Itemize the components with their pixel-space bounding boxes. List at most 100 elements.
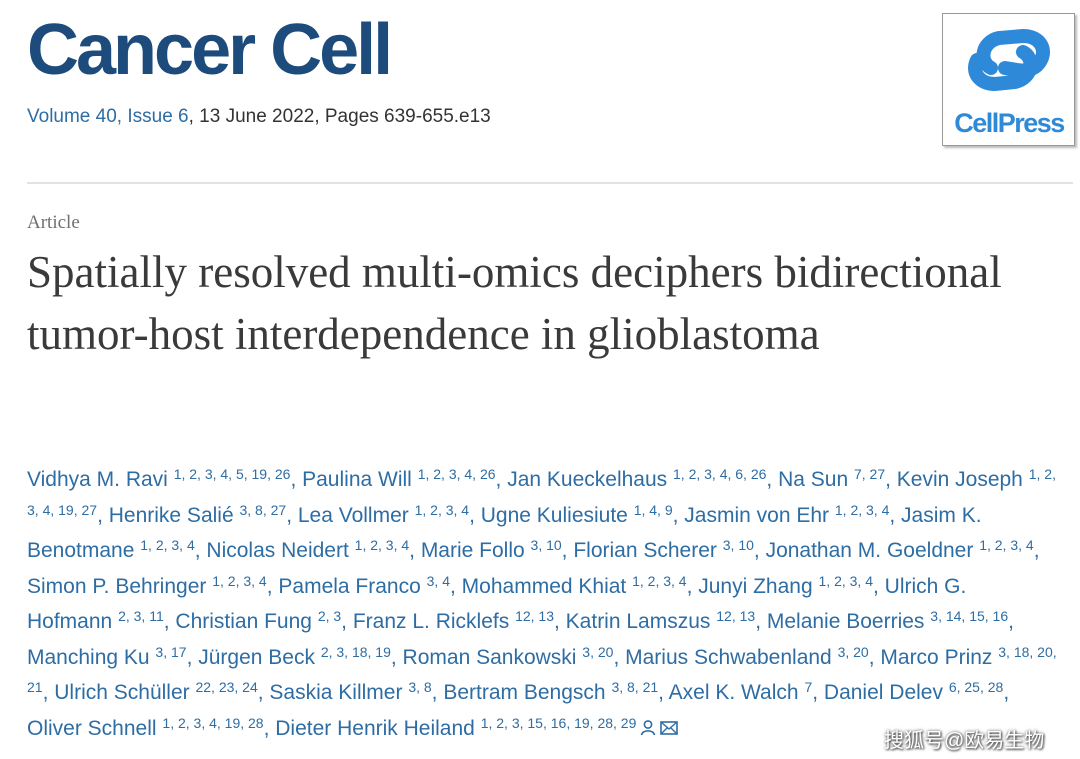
person-icon[interactable] [641,729,656,735]
author-affiliations[interactable]: 1, 2, 3, 4, 19, 27 [27,466,1056,518]
author-affiliations[interactable]: 6, 25, 28 [948,679,1004,695]
author-name[interactable]: Florian Scherer [573,539,717,562]
author-affiliations[interactable]: 2, 3, 18, 19 [320,643,391,660]
author-name[interactable]: Ugne Kuliesiute [480,503,628,527]
author-affiliations[interactable]: 1, 2, 3, 4 [834,501,890,518]
author-name[interactable]: Na Sun [778,468,849,491]
author-name[interactable]: Paulina Will [302,468,412,491]
author-separator: , [163,610,176,633]
author-affiliations[interactable]: 3, 8, 27 [239,501,287,518]
author-name[interactable]: Junyi Zhang [698,574,813,598]
author-separator: , [812,681,824,704]
author-affiliations[interactable]: 3, 10 [722,537,754,553]
volume-issue-link[interactable]: Volume 40, Issue 6 [27,106,189,127]
author-name[interactable]: Jonathan M. Goeldner [765,539,974,562]
author-affiliations[interactable]: 3, 8, 21 [611,679,659,695]
author-name[interactable]: Marie Follo [420,539,525,562]
author-name[interactable]: Lea Vollmer [297,503,409,527]
author-affiliations[interactable]: 1, 2, 3, 4, 5, 19, 26 [173,466,291,482]
author-affiliations[interactable]: 3, 8 [408,679,432,695]
author-name[interactable]: Pamela Franco [278,574,421,598]
author-affiliations[interactable]: 1, 2, 3, 4 [632,572,687,589]
author-separator: , [672,503,685,527]
author-affiliations[interactable]: 7 [804,679,813,695]
author-separator: , [409,539,421,562]
author-affiliations[interactable]: 1, 2, 3, 4, 26 [417,466,496,482]
author-name[interactable]: Oliver Schnell [27,716,157,740]
author-affiliations[interactable]: 2, 3, 11 [118,608,164,624]
author-separator: , [42,681,55,704]
author-name[interactable]: Dieter Henrik Heiland [275,716,475,740]
article-title: Spatially resolved multi-omics deciphers… [27,247,1002,359]
person-icon[interactable] [643,719,653,729]
author-affiliations[interactable]: 3, 14, 15, 16 [930,608,1009,624]
author-affiliations[interactable]: 3, 17 [155,643,187,660]
author-affiliations[interactable]: 12, 13 [515,608,554,624]
author-affiliations[interactable]: 3, 10 [530,537,562,553]
email-icon[interactable] [660,720,678,734]
author-name[interactable]: Marius Schwabenland [625,645,832,669]
author-affiliations[interactable]: 3, 20 [837,643,869,660]
author-name[interactable]: Daniel Delev [823,681,943,704]
author-affiliations[interactable]: 1, 4, 9 [633,501,673,518]
author-affiliations[interactable]: 1, 2, 3, 4, 19, 28 [162,714,264,731]
author-separator: , [889,503,902,527]
author-name[interactable]: Henrike Salié [108,503,234,527]
author-name[interactable]: Jasmin von Ehr [684,503,830,527]
author-separator: , [257,681,270,704]
author-separator: , [266,574,279,598]
author-name[interactable]: Ulrich G. Hofmann [27,574,967,634]
author-affiliations[interactable]: 3, 4 [426,572,450,589]
author-name[interactable]: Kevin Joseph [896,468,1023,491]
author-affiliations[interactable]: 1, 2, 3, 4 [212,572,267,589]
author-name[interactable]: Roman Sankowski [402,645,577,669]
author-name[interactable]: Axel K. Walch [668,681,799,704]
author-name[interactable]: Manching Ku [27,645,150,669]
author-name[interactable]: Jürgen Beck [198,645,315,669]
author-separator: , [766,468,779,491]
contact-icons [641,719,679,735]
author-separator: , [613,645,626,669]
author-name[interactable]: Jan Kueckelhaus [507,468,668,491]
author-affiliations[interactable]: 12, 13 [716,608,756,624]
citation-details: , 13 June 2022, Pages 639-655.e13 [188,106,491,127]
author-affiliations[interactable]: 1, 2, 3, 4 [979,537,1034,553]
author-affiliations[interactable]: 3, 18, 20, 21 [27,643,1057,695]
author-separator: , [1008,610,1014,633]
author-separator: , [885,468,897,491]
author-name[interactable]: Vidhya M. Ravi [27,468,168,491]
author-separator: , [686,574,699,598]
author-name[interactable]: Jasim K. Benotmane [27,503,982,563]
author-separator: , [554,610,566,633]
author-name[interactable]: Franz L. Ricklefs [352,610,510,633]
email-icon[interactable] [660,720,679,735]
author-affiliations[interactable]: 1, 2, 3, 15, 16, 19, 28, 29 [480,714,637,731]
author-name[interactable]: Marco Prinz [880,645,993,669]
author-separator: , [450,574,462,598]
author-name[interactable]: Ulrich Schüller [54,681,190,704]
author-affiliations[interactable]: 1, 2, 3, 4 [140,537,195,553]
author-affiliations[interactable]: 7, 27 [853,466,886,482]
author-name[interactable]: Simon P. Behringer [27,574,207,598]
author-affiliations[interactable]: 22, 23, 24 [195,679,258,695]
journal-name[interactable]: Cancer Cell [27,10,393,90]
author-name[interactable]: Mohammed Khiat [461,574,627,598]
publisher-logo[interactable]: CellPress [942,13,1075,146]
author-name[interactable]: Nicolas Neidert [206,539,349,562]
author-affiliations[interactable]: 3, 20 [582,643,614,660]
author-separator: , [341,610,353,633]
author-affiliations[interactable]: 1, 2, 3, 4 [414,501,470,518]
author-name[interactable]: Christian Fung [175,610,312,633]
author-name[interactable]: Katrin Lamszus [565,610,711,633]
author-separator: , [495,468,508,491]
author-affiliations[interactable]: 2, 3 [317,608,342,624]
author-name[interactable]: Melanie Boerries [766,610,925,633]
author-affiliations[interactable]: 1, 2, 3, 4 [818,572,873,589]
author-affiliations[interactable]: 1, 2, 3, 4 [354,537,410,553]
author-separator: , [753,539,766,562]
author-name[interactable]: Bertram Bengsch [443,681,606,704]
author-affiliations[interactable]: 1, 2, 3, 4, 6, 26 [673,466,767,482]
author-name[interactable]: Saskia Killmer [269,681,403,704]
author-separator: , [97,503,109,527]
